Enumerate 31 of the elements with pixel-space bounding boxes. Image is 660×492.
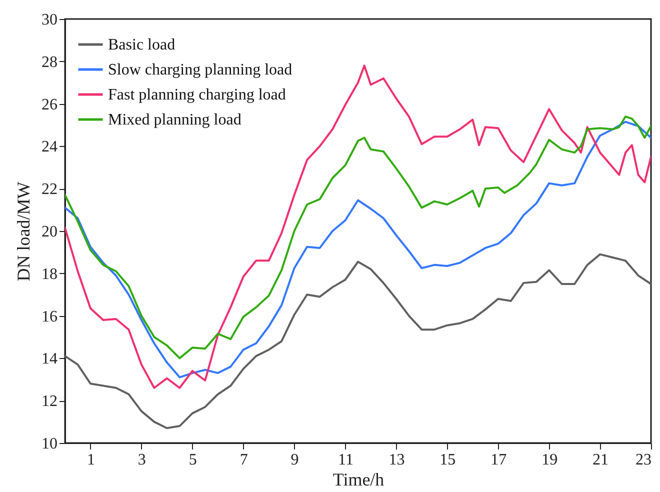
y-axis-title: DN load/MW	[14, 182, 34, 282]
y-tick-label: 14	[42, 350, 58, 368]
x-tick-label: 19	[542, 452, 558, 468]
line-series	[65, 253, 651, 430]
line-series	[65, 64, 651, 389]
x-tick-label: 15	[440, 452, 456, 468]
y-tick-label: 22	[42, 181, 58, 198]
x-tick-label: 11	[338, 452, 354, 468]
x-tick-label: 13	[388, 452, 405, 468]
y-tick-label: 30	[42, 12, 58, 28]
y-tick-label: 16	[42, 308, 58, 326]
legend-label: Slow charging planning load	[108, 62, 292, 78]
x-tick-label: 21	[592, 452, 609, 468]
y-tick-label: 18	[42, 266, 58, 283]
x-axis-title: Time/h	[332, 470, 384, 490]
y-tick-label: 20	[42, 224, 58, 240]
legend-label: Fast planning charging load	[108, 86, 286, 104]
x-tick-label: 17	[490, 452, 507, 468]
x-tick-label: 3	[138, 452, 146, 468]
y-tick-label: 12	[42, 393, 58, 410]
legend-label: Basic load	[108, 36, 176, 54]
x-tick-label: 9	[290, 452, 299, 468]
y-tick-label: 24	[42, 138, 58, 156]
x-tick-label: 5	[188, 452, 197, 468]
y-tick-label: 10	[42, 436, 58, 452]
y-tick-label: 26	[42, 96, 58, 114]
y-tick-label: 28	[42, 54, 58, 71]
x-tick-label: 23	[636, 452, 652, 468]
x-tick-label: 1	[86, 452, 95, 468]
legend-label: Mixed planning load	[108, 112, 242, 128]
x-tick-label: 7	[240, 452, 248, 468]
